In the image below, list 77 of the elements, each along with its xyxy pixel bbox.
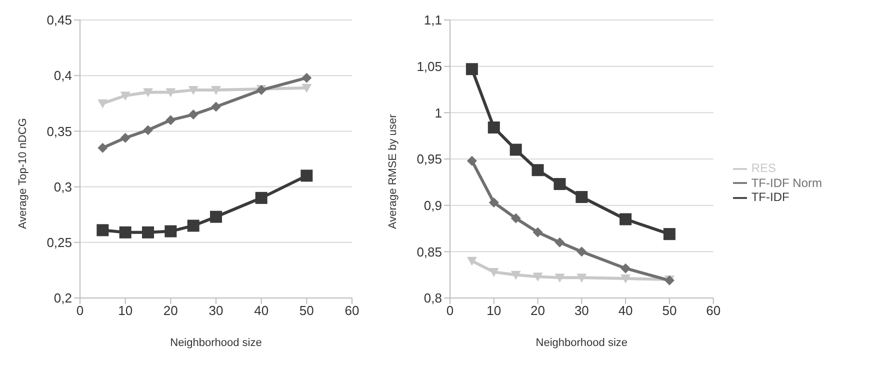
point [187,220,200,232]
x-tick-label: 40 [618,303,633,318]
y-tick-label: 1 [434,105,442,120]
point [532,164,544,176]
point [300,170,313,182]
point [120,132,130,143]
point [302,84,312,93]
point [96,224,109,236]
point [188,86,198,96]
x-tick-label: 60 [706,303,721,318]
y-axis-title: Average Top-10 nDCG [16,118,29,229]
x-tick-label: 30 [208,303,224,318]
point [98,99,108,108]
point [211,102,221,112]
point [143,125,153,136]
x-tick-label: 20 [530,303,546,318]
point [466,156,477,166]
point [164,225,177,238]
point [554,274,565,283]
point [466,256,477,266]
point [532,272,543,282]
y-tick-label: 0,9 [424,198,442,213]
point [532,227,543,238]
y-tick-label: 0,35 [46,124,72,139]
point [510,213,521,224]
point [466,63,478,76]
point [142,226,154,238]
y-tick-label: 0,25 [46,235,72,250]
x-tick-label: 20 [163,303,178,318]
point [119,226,132,238]
y-tick-label: 0,8 [424,290,442,306]
x-tick-label: 0 [446,303,454,318]
x-tick-label: 40 [254,303,269,318]
point [576,190,588,203]
point [166,88,176,98]
point [120,92,130,101]
point [211,86,221,96]
point [488,268,499,278]
y-tick-label: 0,2 [54,290,72,306]
point [488,198,499,208]
point [620,263,631,274]
x-tick-label: 50 [662,303,677,318]
point [576,274,587,283]
x-axis-title: Neighborhood size [536,337,628,349]
x-tick-label: 10 [118,303,133,318]
y-tick-label: 1,05 [416,58,442,74]
y-tick-label: 0,85 [416,244,442,260]
x-tick-label: 30 [574,303,589,318]
legend-label: TF-IDF Norm [751,176,822,190]
point [510,270,521,280]
point [576,246,587,257]
point [255,192,268,204]
point [620,213,632,226]
point [620,274,631,284]
y-tick-label: 0,95 [416,152,442,167]
y-tick-label: 0,4 [54,68,72,84]
point [188,110,198,120]
point [166,115,176,126]
point [302,72,312,83]
y-tick-label: 1,1 [424,12,442,28]
legend-label: TF-IDF [751,190,790,204]
y-tick-label: 0,3 [54,179,72,194]
point [510,144,522,156]
x-tick-label: 10 [486,303,502,318]
x-axis-title: Neighborhood size [170,337,262,349]
point [98,142,108,153]
point [488,121,500,134]
y-tick-label: 0,45 [46,12,72,28]
point [554,178,566,190]
point [663,228,676,240]
x-tick-label: 0 [76,303,84,318]
x-tick-label: 60 [344,303,360,318]
y-axis-title: Average RMSE by user [386,114,399,229]
point [143,88,153,98]
point [210,210,222,223]
x-tick-label: 50 [299,303,314,318]
point [554,237,565,248]
